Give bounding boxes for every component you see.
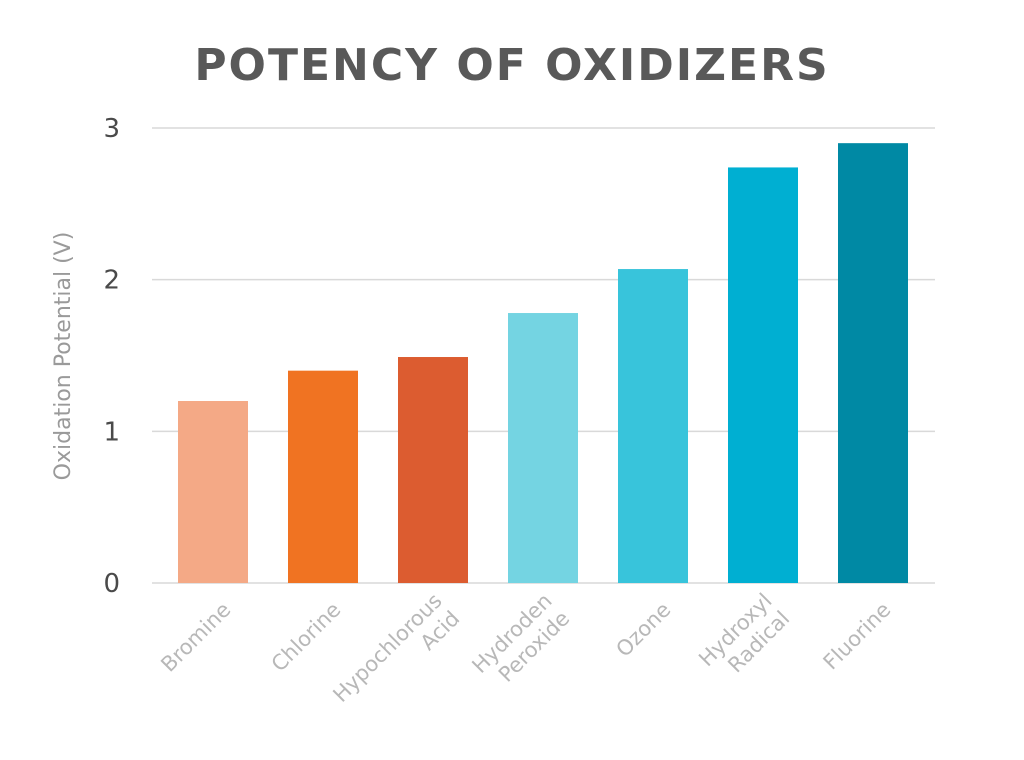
chart-title: POTENCY OF OXIDIZERS [194, 40, 829, 91]
bar [288, 370, 358, 583]
y-axis-label: Oxidation Potential (V) [51, 232, 76, 481]
y-tick-label: 2 [103, 266, 120, 296]
x-tick-label-line: Bromine [156, 598, 235, 677]
x-tick-label: Bromine [156, 598, 235, 677]
x-tick-label: Chlorine [267, 598, 346, 677]
y-tick-label: 1 [103, 417, 120, 447]
bar [508, 313, 578, 583]
x-tick-label-line: Ozone [611, 598, 675, 662]
x-tick-label-line: Fluorine [819, 598, 896, 675]
bar [838, 143, 908, 583]
y-tick-label: 0 [103, 569, 120, 599]
bar [398, 357, 468, 583]
bar [728, 167, 798, 583]
x-tick-label: Ozone [611, 598, 675, 662]
x-tick-label-line: Chlorine [267, 598, 346, 677]
y-axis-ticks: 0 1 2 3 [103, 114, 120, 599]
bar [618, 269, 688, 583]
bars [178, 143, 908, 583]
bar [178, 401, 248, 583]
y-tick-label: 3 [103, 114, 120, 144]
x-tick-label: Fluorine [819, 598, 896, 675]
